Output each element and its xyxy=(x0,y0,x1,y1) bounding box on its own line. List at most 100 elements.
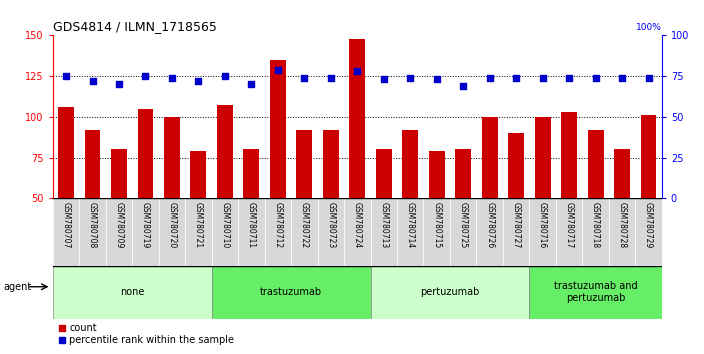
Text: GSM780718: GSM780718 xyxy=(591,202,600,248)
Point xyxy=(246,81,257,87)
Point xyxy=(590,75,601,81)
Text: GSM780729: GSM780729 xyxy=(644,202,653,248)
Point xyxy=(405,75,416,81)
Bar xyxy=(296,130,313,198)
Bar xyxy=(508,133,524,198)
Point xyxy=(643,75,654,81)
Bar xyxy=(185,198,212,266)
Point xyxy=(431,76,442,82)
Point xyxy=(484,75,496,81)
Point xyxy=(617,75,628,81)
Text: GSM780713: GSM780713 xyxy=(379,202,389,248)
Bar xyxy=(291,198,318,266)
Bar xyxy=(265,198,291,266)
Bar xyxy=(429,151,445,198)
Point xyxy=(61,73,72,79)
Point xyxy=(351,68,363,74)
Point xyxy=(166,75,177,81)
Point xyxy=(298,75,310,81)
Bar xyxy=(111,149,127,198)
Bar xyxy=(503,198,529,266)
Legend: count, percentile rank within the sample: count, percentile rank within the sample xyxy=(58,324,234,346)
Bar xyxy=(58,107,74,198)
Bar xyxy=(158,198,185,266)
Text: GSM780709: GSM780709 xyxy=(115,202,123,248)
Point xyxy=(113,81,125,87)
Bar xyxy=(318,198,344,266)
Bar xyxy=(53,198,80,266)
Point xyxy=(219,73,230,79)
Bar xyxy=(376,149,391,198)
Point xyxy=(563,75,574,81)
Bar xyxy=(244,149,259,198)
Point xyxy=(140,73,151,79)
Bar xyxy=(588,130,603,198)
Bar xyxy=(424,198,450,266)
Bar xyxy=(80,198,106,266)
Bar xyxy=(561,112,577,198)
Text: trastuzumab and
pertuzumab: trastuzumab and pertuzumab xyxy=(554,281,637,303)
Bar xyxy=(270,60,286,198)
Bar xyxy=(529,198,556,266)
Text: GSM780717: GSM780717 xyxy=(565,202,574,248)
Text: pertuzumab: pertuzumab xyxy=(420,287,479,297)
Bar xyxy=(641,115,656,198)
Point xyxy=(325,75,337,81)
Bar xyxy=(455,149,471,198)
Text: GSM780728: GSM780728 xyxy=(617,202,627,248)
Bar xyxy=(349,39,365,198)
Bar xyxy=(370,266,529,319)
Bar xyxy=(84,130,101,198)
Text: GSM780708: GSM780708 xyxy=(88,202,97,248)
Bar xyxy=(344,198,370,266)
Bar xyxy=(212,266,370,319)
Text: GDS4814 / ILMN_1718565: GDS4814 / ILMN_1718565 xyxy=(53,20,217,33)
Bar xyxy=(635,198,662,266)
Text: GSM780710: GSM780710 xyxy=(220,202,230,248)
Point xyxy=(510,75,522,81)
Point xyxy=(378,76,389,82)
Bar xyxy=(137,109,153,198)
Text: GSM780722: GSM780722 xyxy=(300,202,309,248)
Bar xyxy=(402,130,418,198)
Bar xyxy=(217,105,233,198)
Point xyxy=(193,78,204,84)
Bar xyxy=(582,198,609,266)
Text: GSM780721: GSM780721 xyxy=(194,202,203,248)
Text: GSM780726: GSM780726 xyxy=(485,202,494,248)
Bar xyxy=(132,198,158,266)
Text: GSM780715: GSM780715 xyxy=(432,202,441,248)
Text: GSM780711: GSM780711 xyxy=(247,202,256,248)
Text: GSM780707: GSM780707 xyxy=(61,202,70,248)
Point xyxy=(87,78,98,84)
Text: GSM780720: GSM780720 xyxy=(168,202,177,248)
Bar xyxy=(482,117,498,198)
Bar xyxy=(534,117,551,198)
Bar xyxy=(397,198,424,266)
Text: trastuzumab: trastuzumab xyxy=(260,287,322,297)
Bar xyxy=(238,198,265,266)
Point xyxy=(458,83,469,89)
Point xyxy=(537,75,548,81)
Text: agent: agent xyxy=(4,282,32,292)
Text: 100%: 100% xyxy=(636,23,662,32)
Point xyxy=(272,67,284,73)
Bar xyxy=(477,198,503,266)
Text: none: none xyxy=(120,287,144,297)
Text: GSM780727: GSM780727 xyxy=(512,202,521,248)
Bar xyxy=(556,198,582,266)
Text: GSM780723: GSM780723 xyxy=(326,202,335,248)
Bar xyxy=(529,266,662,319)
Text: GSM780714: GSM780714 xyxy=(406,202,415,248)
Bar xyxy=(450,198,477,266)
Bar xyxy=(212,198,238,266)
Text: GSM780725: GSM780725 xyxy=(459,202,467,248)
Bar xyxy=(323,130,339,198)
Bar xyxy=(609,198,635,266)
Bar xyxy=(370,198,397,266)
Bar xyxy=(164,117,180,198)
Bar xyxy=(53,266,212,319)
Bar xyxy=(614,149,630,198)
Text: GSM780712: GSM780712 xyxy=(273,202,282,248)
Text: GSM780719: GSM780719 xyxy=(141,202,150,248)
